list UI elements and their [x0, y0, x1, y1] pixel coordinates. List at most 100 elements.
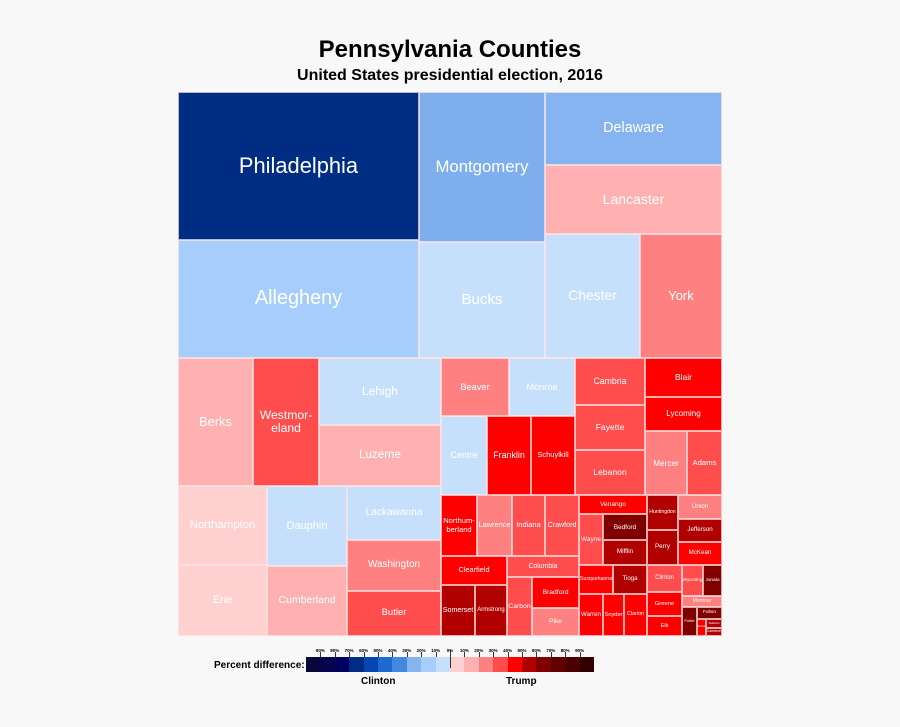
county-tile-blair: Blair — [645, 358, 722, 397]
legend-swatch — [334, 657, 350, 672]
county-tile-juniata: Juniata — [703, 565, 722, 596]
legend-tick-label: 90% — [575, 648, 585, 653]
legend-swatch — [349, 657, 364, 672]
legend-tick — [320, 652, 322, 657]
legend-swatch — [378, 657, 393, 672]
county-tile-delaware: Delaware — [545, 92, 722, 165]
legend-swatch — [406, 657, 422, 672]
county-tile-elk: Elk — [647, 616, 682, 636]
legend-swatch — [550, 657, 566, 672]
county-tile-lackawanna: Lackawanna — [347, 486, 441, 540]
legend-swatch — [507, 657, 523, 672]
county-tile-pike: Pike — [532, 608, 579, 636]
legend-tick — [334, 652, 336, 657]
legend-swatch — [522, 657, 537, 672]
county-tile-cameron: Cameron — [706, 628, 722, 636]
county-tile-perry: Perry — [647, 530, 678, 565]
legend-tick-label: 50% — [373, 648, 383, 653]
county-tile-columbia: Columbia — [507, 556, 579, 577]
county-tile-mercer: Mercer — [645, 431, 687, 495]
legend-tick-label: 60% — [531, 648, 541, 653]
legend-swatch — [306, 657, 321, 672]
county-tile-chester: Chester — [545, 234, 640, 358]
county-tile-wyoming: Wyoming — [682, 565, 703, 596]
county-tile-venango: Venango — [579, 495, 647, 514]
county-tile-butler: Butler — [347, 591, 441, 636]
county-tile-montgomery: Montgomery — [419, 92, 545, 242]
legend-swatch — [493, 657, 508, 672]
county-tile-forest: Forest — [697, 619, 706, 636]
legend-tick-label: 20% — [416, 648, 426, 653]
county-tile-fayette: Fayette — [575, 405, 645, 450]
county-tile-franklin: Franklin — [487, 416, 531, 495]
legend-tick-label: 20% — [474, 648, 484, 653]
legend-clinton-label: Clinton — [361, 676, 396, 687]
legend-trump-label: Trump — [506, 676, 537, 687]
county-tile-beaver: Beaver — [441, 358, 509, 416]
county-tile-clinton: Clinton — [647, 565, 682, 592]
county-tile-allegheny: Allegheny — [178, 240, 419, 358]
legend-tick — [363, 652, 365, 657]
legend-tick — [464, 652, 466, 657]
legend-tick — [522, 652, 523, 657]
legend-tick — [378, 652, 379, 657]
county-tile-mckean: McKean — [678, 542, 722, 565]
county-tile-dauphin: Dauphin — [267, 486, 347, 566]
county-tile-washington: Washington — [347, 540, 441, 591]
county-tile-crawford: Crawford — [545, 495, 579, 556]
legend-swatch — [435, 657, 451, 672]
legend-tick-label: 80% — [560, 648, 570, 653]
county-tile-monroe: Monroe — [509, 358, 575, 416]
legend-tick — [349, 652, 351, 657]
county-tile-clarion: Clarion — [624, 594, 647, 636]
county-tile-union: Union — [678, 495, 722, 519]
legend-tick-label: 90% — [315, 648, 325, 653]
legend-tick — [536, 652, 538, 657]
county-tile-northampton: Northampton — [178, 486, 267, 565]
county-tile-bradford: Bradford — [532, 577, 579, 608]
county-tile-bedford: Bedford — [603, 514, 647, 540]
county-tile-armstrong: Armstrong — [475, 585, 507, 636]
county-tile-carbon: Carbon — [507, 577, 532, 636]
county-tile-clearfield: Clearfield — [441, 556, 507, 585]
county-tile-indiana: Indiana — [512, 495, 545, 556]
county-tile-jefferson: Jefferson — [678, 519, 722, 542]
county-tile-adams: Adams — [687, 431, 722, 495]
legend-tick-label: 10% — [431, 648, 441, 653]
county-tile-cumberland: Cumberland — [267, 566, 347, 636]
county-tile-wayne: Wayne — [579, 514, 603, 565]
legend-tick — [406, 652, 408, 657]
chart-title: Pennsylvania Counties — [318, 36, 582, 63]
legend-tick-label: 60% — [359, 648, 369, 653]
legend-tick — [507, 652, 509, 657]
legend-tick-label: 70% — [546, 648, 556, 653]
legend-swatch — [421, 657, 436, 672]
county-tile-northumberland: Northum- berland — [441, 495, 477, 556]
county-tile-greene: Greene — [647, 592, 682, 616]
county-tile-lancaster: Lancaster — [545, 165, 722, 234]
county-tile-westmoreland: Westmor- eland — [253, 358, 319, 486]
legend-tick — [450, 650, 451, 668]
county-tile-susquehanna: Susquehanna — [579, 565, 613, 594]
county-tile-tioga: Tioga — [613, 565, 647, 594]
county-tile-sullivan: Sullivan — [706, 619, 722, 628]
county-tile-lycoming: Lycoming — [645, 397, 722, 431]
county-tile-bucks: Bucks — [419, 242, 545, 358]
legend-tick — [565, 652, 567, 657]
legend-swatch — [579, 657, 595, 672]
county-tile-huntingdon: Huntingdon — [647, 495, 678, 530]
legend-swatch — [478, 657, 494, 672]
legend-tick-label: 40% — [503, 648, 513, 653]
county-tile-warren: Warren — [579, 594, 603, 636]
county-tile-snyder: Snyder — [603, 594, 624, 636]
county-tile-philadelphia: Philadelphia — [178, 92, 419, 240]
county-tile-centre: Centre — [441, 416, 487, 495]
county-tile-schuylkill: Schuylkill — [531, 416, 575, 495]
legend-swatch — [392, 657, 408, 672]
legend-tick-label: 40% — [387, 648, 397, 653]
legend-tick — [478, 652, 480, 657]
legend-swatch — [320, 657, 336, 672]
legend-swatch — [464, 657, 480, 672]
legend-tick-label: 30% — [402, 648, 412, 653]
legend-swatch — [565, 657, 580, 672]
